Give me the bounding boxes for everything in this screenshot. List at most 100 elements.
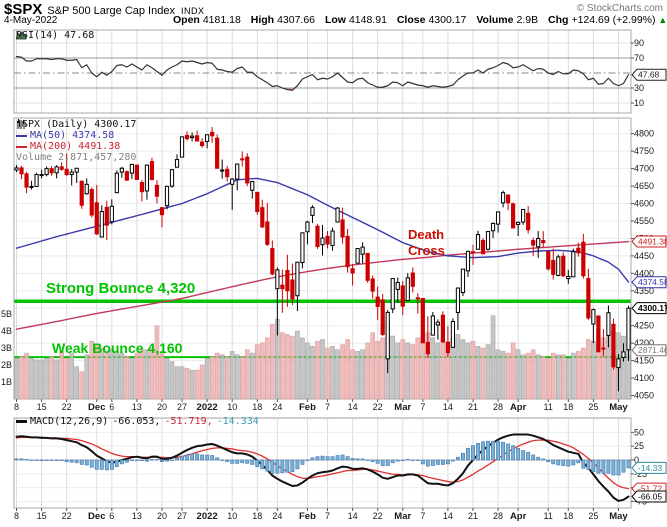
svg-text:-14.33: -14.33 <box>638 463 662 473</box>
high-label: High <box>250 14 275 26</box>
volume-label: Volume <box>476 14 514 26</box>
svg-text:4B: 4B <box>1 326 12 336</box>
svg-text:3B: 3B <box>1 343 12 353</box>
svg-text:1B: 1B <box>1 377 12 387</box>
svg-text:May: May <box>609 402 628 413</box>
exchange-label: INDX <box>180 6 205 16</box>
svg-text:10: 10 <box>227 511 237 521</box>
svg-text:50: 50 <box>634 427 644 437</box>
svg-text:Apr: Apr <box>510 402 527 413</box>
svg-text:25: 25 <box>588 402 598 412</box>
svg-text:4100: 4100 <box>634 373 654 383</box>
svg-text:25: 25 <box>634 441 644 451</box>
svg-text:Dec: Dec <box>88 511 105 522</box>
rsi-panel: 90 70 30 10 47.68 <box>13 29 667 114</box>
svg-text:4374.58: 4374.58 <box>638 277 667 287</box>
open-value: 4181.18 <box>202 14 241 26</box>
ma50-swatch-icon <box>16 134 27 137</box>
svg-text:18: 18 <box>563 511 573 521</box>
svg-text:21: 21 <box>468 402 478 412</box>
svg-text:22: 22 <box>62 511 72 521</box>
svg-text:10: 10 <box>227 402 237 412</box>
svg-text:2B: 2B <box>1 360 12 370</box>
svg-text:7: 7 <box>325 511 330 521</box>
svg-text:4300.17: 4300.17 <box>638 303 667 313</box>
volume-overlay <box>14 315 631 400</box>
weak-bounce-annotation: Weak Bounce 4,160 <box>52 340 183 356</box>
chg-label: Chg <box>548 14 569 26</box>
low-value: 4148.91 <box>348 14 387 26</box>
macd-value: -66.053, <box>112 416 161 427</box>
svg-text:4350: 4350 <box>634 286 654 296</box>
svg-text:11: 11 <box>544 511 553 521</box>
svg-text:4750: 4750 <box>634 146 654 156</box>
svg-text:4250: 4250 <box>634 321 654 331</box>
death-cross-annotation: Death Cross <box>408 227 445 259</box>
svg-text:27: 27 <box>177 511 187 521</box>
svg-text:11: 11 <box>544 402 553 412</box>
svg-text:2022: 2022 <box>197 402 218 413</box>
svg-text:7: 7 <box>420 511 425 521</box>
macd-histogram <box>14 440 631 476</box>
rsi-legend: RSI(14) 47.68 <box>16 30 94 41</box>
svg-text:13: 13 <box>132 402 142 412</box>
up-arrow-icon: ▲ <box>658 15 667 25</box>
svg-text:6: 6 <box>109 511 114 521</box>
svg-text:7: 7 <box>325 402 330 412</box>
svg-text:24: 24 <box>272 402 282 412</box>
svg-text:7: 7 <box>420 402 425 412</box>
svg-text:30: 30 <box>634 83 644 93</box>
ma50-legend-text: MA(50) 4374.58 <box>30 130 115 141</box>
svg-text:8: 8 <box>14 402 19 412</box>
chart-date: 4-May-2022 <box>4 15 58 26</box>
index-title: S&P 500 Large Cap Index <box>47 5 175 17</box>
candles <box>14 127 631 392</box>
strong-bounce-annotation: Strong Bounce 4,320 <box>46 280 196 297</box>
svg-text:Dec: Dec <box>88 402 105 413</box>
svg-text:Mar: Mar <box>394 511 411 522</box>
macd-legend-label: MACD(12,26,9) <box>30 416 109 427</box>
svg-text:13: 13 <box>132 511 142 521</box>
svg-text:4550: 4550 <box>634 216 654 226</box>
death-cross-line2: Cross <box>408 243 445 258</box>
quote-strip: Open 4181.18 High 4307.66 Low 4148.91 Close… <box>166 14 667 26</box>
price-legend-text: $SPX (Daily) 4300.17 <box>16 119 137 130</box>
svg-text:21: 21 <box>468 511 478 521</box>
svg-text:5B: 5B <box>1 309 12 319</box>
svg-text:14: 14 <box>348 511 358 521</box>
close-value: 4300.17 <box>428 14 467 26</box>
chg-value: +124.69 (+2.99%) <box>571 14 656 26</box>
svg-text:4050: 4050 <box>634 391 654 401</box>
svg-text:20: 20 <box>157 402 167 412</box>
ma200-legend-text: MA(200) 4491.38 <box>30 141 121 152</box>
svg-text:4491.38: 4491.38 <box>638 236 667 246</box>
svg-text:14: 14 <box>443 402 453 412</box>
volume-bars-icon <box>17 120 25 129</box>
svg-text:24: 24 <box>272 511 282 521</box>
svg-text:18: 18 <box>563 402 573 412</box>
svg-text:-51.72: -51.72 <box>638 484 662 494</box>
svg-text:2871.46: 2871.46 <box>638 345 667 355</box>
svg-text:20: 20 <box>157 511 167 521</box>
svg-text:10: 10 <box>634 98 644 108</box>
svg-text:47.68: 47.68 <box>638 70 660 80</box>
volume-legend-text: Volume 2,871,457,280 <box>16 152 137 163</box>
svg-text:2022: 2022 <box>197 511 218 522</box>
svg-text:22: 22 <box>373 511 383 521</box>
open-label: Open <box>173 14 200 26</box>
close-label: Close <box>396 14 426 26</box>
macd-legend: MACD(12,26,9) -66.053, -51.719, -14.334 <box>16 416 259 427</box>
price-legend: $SPX (Daily) 4300.17 MA(50) 4374.58 MA(2… <box>16 119 136 163</box>
macd-signal-value: -51.719, <box>164 416 213 427</box>
svg-text:28: 28 <box>493 402 503 412</box>
svg-text:28: 28 <box>493 511 503 521</box>
svg-text:Mar: Mar <box>394 402 411 413</box>
svg-text:70: 70 <box>634 53 644 63</box>
svg-text:Feb: Feb <box>299 402 316 413</box>
svg-text:Feb: Feb <box>299 511 316 522</box>
ma200-swatch-icon <box>16 145 27 148</box>
rsi-chart-icon <box>16 31 27 40</box>
svg-text:15: 15 <box>37 402 47 412</box>
